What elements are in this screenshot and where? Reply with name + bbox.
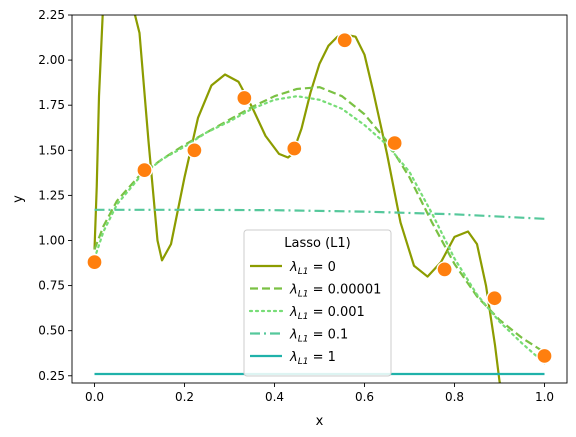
series-line-3 [94, 208, 545, 220]
legend-label-4: λL1 = 1 [289, 350, 336, 367]
x-tick-label-2: 0.4 [265, 390, 284, 404]
data-point-3 [236, 89, 253, 107]
legend-label-1: λL1 = 0.00001 [289, 283, 381, 300]
data-point-2 [186, 142, 203, 159]
data-point-0 [86, 253, 103, 271]
y-tick-label-2: 0.75 [38, 279, 65, 293]
x-tick-label-3: 0.6 [355, 390, 374, 404]
data-point-9 [536, 347, 553, 365]
scatter-points [86, 32, 553, 365]
x-tick-label-4: 0.8 [445, 390, 464, 404]
y-tick-label-5: 1.50 [38, 143, 65, 157]
legend: Lasso (L1) λL1 = 0 λL1 = 0.00001 λL1 = 0.00… [243, 229, 392, 377]
y-axis-label: y [11, 195, 26, 203]
legend-label-3: λL1 = 0.1 [289, 328, 348, 345]
y-tick-label-0: 0.25 [38, 369, 65, 383]
legend-label-2: λL1 = 0.001 [289, 305, 365, 322]
x-tick-label-5: 1.0 [535, 390, 554, 404]
legend-title: Lasso (L1) [284, 236, 351, 251]
y-tick-label-8: 2.25 [38, 8, 65, 22]
data-point-4 [286, 140, 303, 157]
data-point-8 [486, 290, 503, 307]
x-tick-label-1: 0.2 [175, 390, 194, 404]
data-point-6 [386, 134, 403, 152]
y-tick-label-4: 1.25 [38, 188, 65, 202]
x-axis-label: x [316, 414, 324, 429]
plot-frame [71, 14, 568, 384]
plot-area [86, 15, 553, 383]
data-point-5 [336, 32, 353, 49]
y-tick-label-7: 2.00 [38, 53, 65, 67]
axes: 0.0 0.2 0.4 0.6 0.8 1.0 0.25 0.50 0.75 1.00 1.25 1.… [11, 8, 568, 429]
y-tick-label-3: 1.00 [38, 233, 65, 247]
y-tick-label-6: 1.75 [38, 98, 65, 112]
legend-label-0: λL1 = 0 [289, 260, 336, 277]
x-tick-label-0: 0.0 [85, 390, 104, 404]
y-tick-label-1: 0.50 [38, 324, 65, 338]
data-point-1 [136, 161, 153, 179]
data-point-7 [436, 261, 453, 278]
